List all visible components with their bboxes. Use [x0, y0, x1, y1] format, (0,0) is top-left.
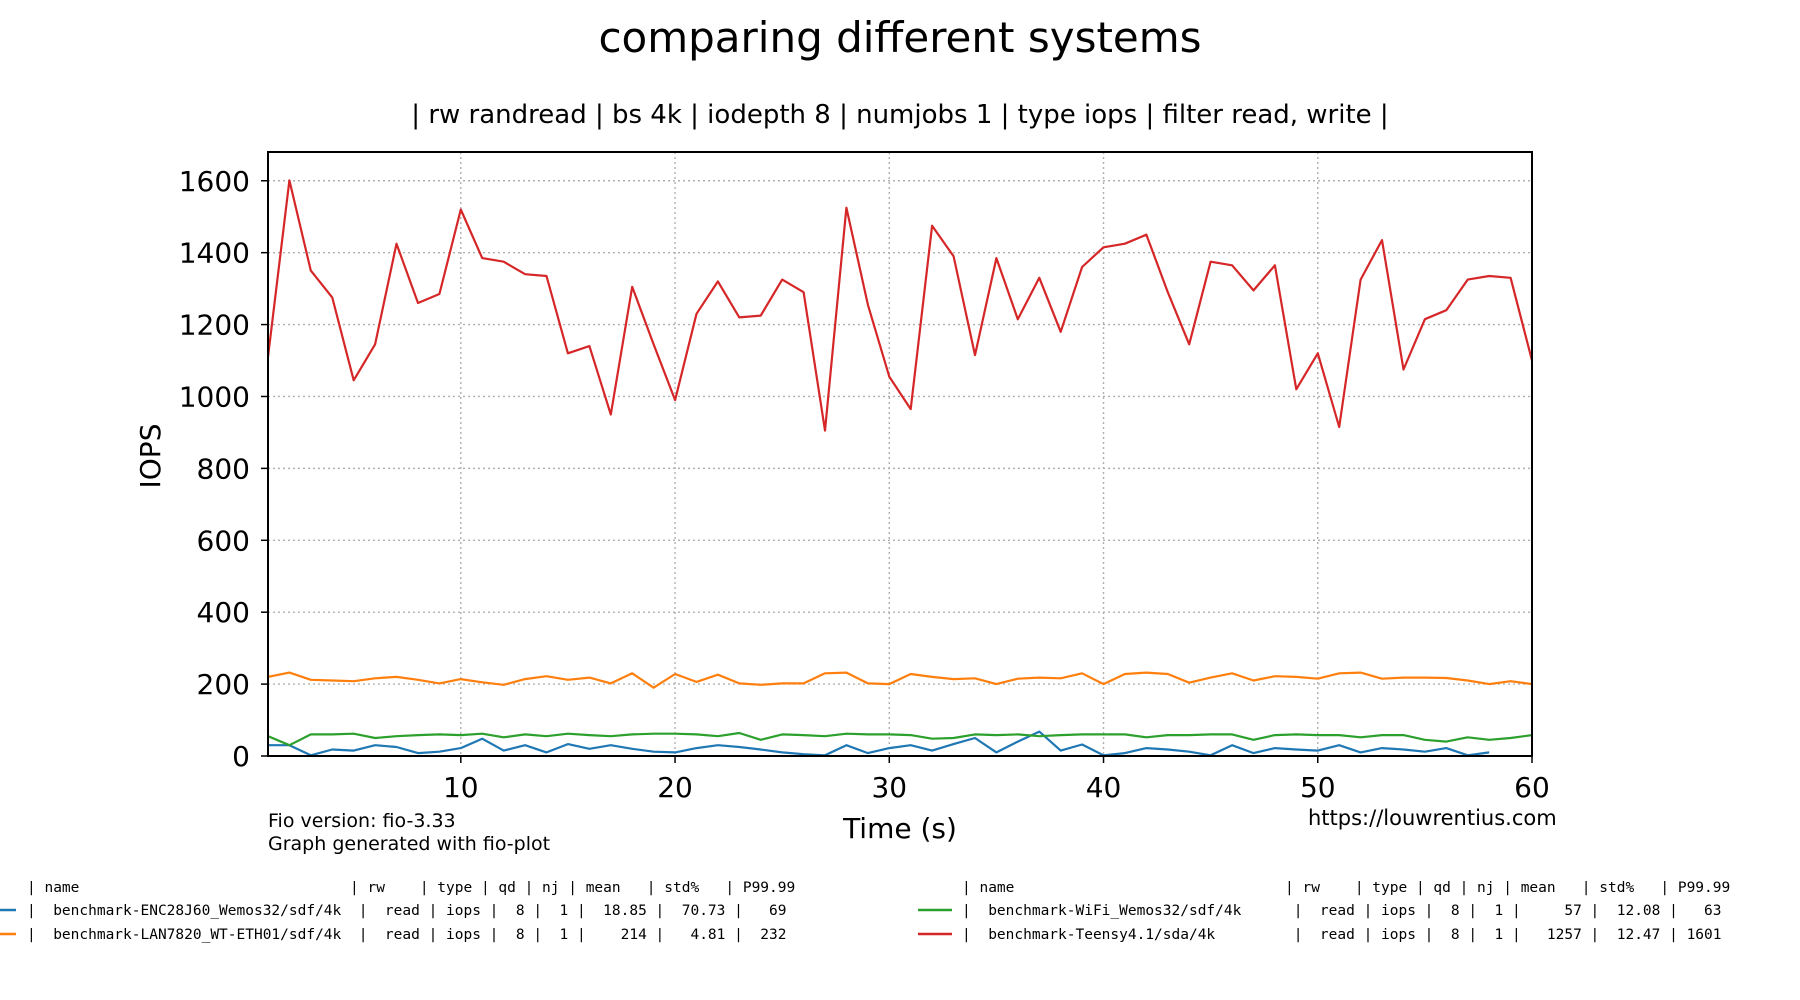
chart-title: comparing different systems [598, 13, 1201, 62]
x-tick-label: 30 [871, 771, 907, 804]
x-tick-label: 40 [1086, 771, 1122, 804]
plot-frame [267, 151, 1533, 757]
y-tick-label: 1400 [179, 237, 250, 270]
x-tick-label: 10 [443, 771, 479, 804]
legend-row-enc28j60: | benchmark-ENC28J60_Wemos32/sdf/4k | re… [27, 903, 787, 919]
legend-row-teensy: | benchmark-Teensy4.1/sda/4k | read | io… [962, 927, 1722, 943]
series-line-enc28j60 [268, 730, 1490, 756]
fio-version: Fio version: fio-3.33 [268, 810, 456, 832]
legend-header-left: | name | rw | type | qd | nj | mean | st… [27, 880, 795, 896]
y-tick-label: 1200 [179, 309, 250, 342]
y-tick-label: 400 [197, 596, 250, 629]
chart-subtitle: | rw randread | bs 4k | iodepth 8 | numj… [411, 100, 1388, 130]
series-line-teensy [268, 179, 1532, 432]
series-lines [268, 179, 1532, 756]
grid [268, 152, 1532, 756]
y-tick-label: 0 [232, 740, 250, 773]
series-line-wifi [268, 731, 1532, 747]
graph-generated: Graph generated with fio-plot [268, 833, 550, 855]
legend-header-right: | name | rw | type | qd | nj | mean | st… [962, 880, 1730, 896]
axis-ticks: 10 20 30 40 50 600200400600800100012001400160… [179, 165, 1550, 804]
legend: | name | rw | type | qd | nj | mean | st… [0, 880, 1730, 943]
y-tick-label: 600 [197, 524, 250, 557]
y-tick-label: 200 [197, 668, 250, 701]
y-tick-label: 800 [197, 452, 250, 485]
x-tick-label: 50 [1300, 771, 1336, 804]
legend-row-lan7820: | benchmark-LAN7820_WT-ETH01/sdf/4k | re… [27, 927, 787, 943]
x-tick-label: 20 [657, 771, 693, 804]
x-axis-label: Time (s) [842, 812, 957, 845]
legend-row-wifi: | benchmark-WiFi_Wemos32/sdf/4k | read |… [962, 903, 1722, 919]
x-tick-label: 60 [1514, 771, 1550, 804]
y-tick-label: 1000 [179, 380, 250, 413]
series-line-lan7820 [268, 671, 1532, 689]
y-tick-label: 1600 [179, 165, 250, 198]
y-axis-label: IOPS [134, 424, 167, 489]
source-url: https://louwrentius.com [1308, 806, 1557, 830]
